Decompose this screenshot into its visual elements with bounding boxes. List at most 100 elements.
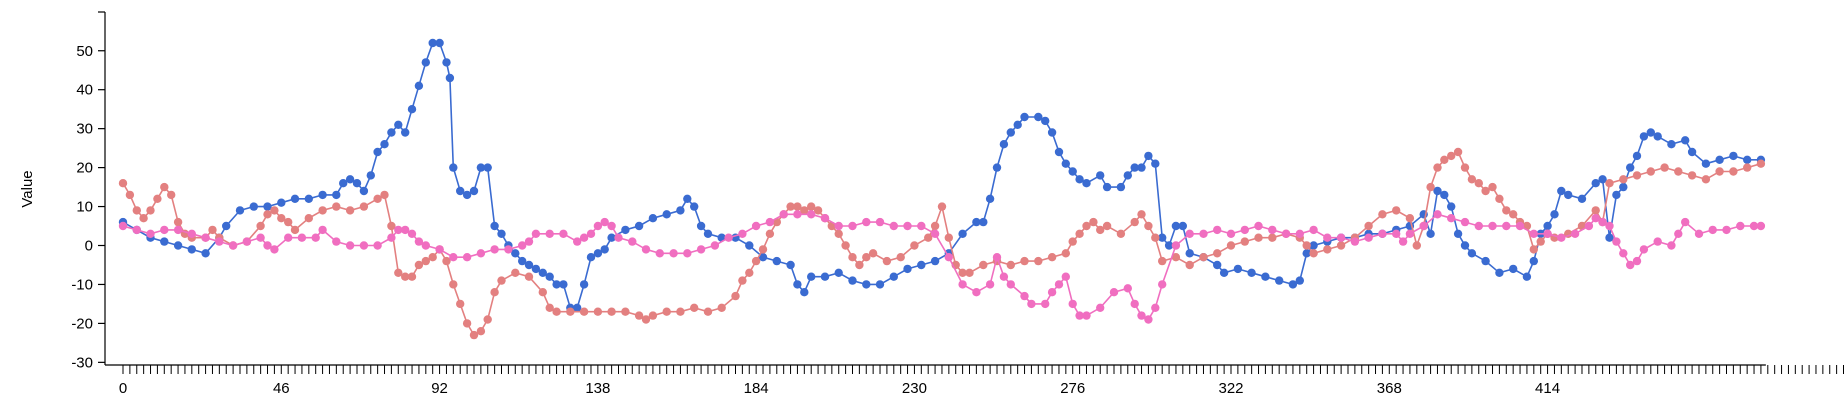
data-point <box>1336 233 1346 242</box>
data-point <box>435 38 444 48</box>
data-point <box>710 241 720 250</box>
data-point <box>676 307 685 316</box>
data-point <box>359 202 369 211</box>
data-point <box>132 206 141 215</box>
data-point <box>1557 186 1566 196</box>
data-point <box>1041 116 1050 126</box>
data-point <box>614 233 623 242</box>
data-point <box>1151 303 1160 312</box>
data-point <box>332 190 341 200</box>
data-point <box>290 194 300 203</box>
data-point <box>1495 268 1504 277</box>
data-point <box>662 307 671 316</box>
data-point <box>1736 221 1745 231</box>
data-point <box>607 233 616 242</box>
data-point <box>1626 163 1635 172</box>
data-point <box>1226 241 1236 250</box>
data-point <box>1419 221 1428 231</box>
data-point <box>992 163 1002 172</box>
data-point <box>469 330 479 340</box>
data-point <box>992 253 1002 262</box>
data-point <box>1275 276 1284 285</box>
data-point <box>937 202 947 211</box>
data-point <box>1199 229 1208 238</box>
data-point <box>1660 163 1669 172</box>
data-point <box>655 249 664 258</box>
data-point <box>545 272 554 281</box>
data-point <box>745 241 754 250</box>
data-point <box>1509 210 1518 219</box>
data-point <box>284 217 293 227</box>
y-tick-label: -20 <box>71 315 93 332</box>
data-point <box>1075 175 1084 184</box>
data-point <box>1096 171 1105 180</box>
data-point <box>160 225 169 235</box>
data-point <box>1268 233 1277 242</box>
data-point <box>1302 241 1311 250</box>
data-point <box>373 147 382 157</box>
data-point <box>387 221 396 231</box>
data-point <box>634 311 644 320</box>
data-point <box>1096 303 1105 312</box>
data-point <box>1612 190 1621 200</box>
data-point <box>1137 311 1146 320</box>
data-point <box>696 221 706 231</box>
data-point <box>1701 159 1711 168</box>
data-point <box>1453 147 1463 157</box>
data-point <box>1123 284 1133 293</box>
data-point <box>1619 175 1628 184</box>
data-point <box>1185 229 1194 238</box>
data-point <box>1116 229 1126 238</box>
data-point <box>1144 151 1153 161</box>
data-point <box>449 253 458 262</box>
data-point <box>456 299 465 309</box>
data-point <box>1743 155 1752 164</box>
y-axis-label: Value <box>19 170 36 207</box>
data-point <box>834 268 843 277</box>
data-point <box>758 245 768 254</box>
data-point <box>414 260 424 270</box>
data-point <box>380 140 389 149</box>
data-point <box>1632 151 1642 161</box>
data-point <box>1426 229 1435 238</box>
data-point <box>1467 175 1477 184</box>
data-point <box>414 81 424 91</box>
data-point <box>958 280 967 289</box>
data-point <box>1082 221 1091 231</box>
data-point <box>1639 245 1649 254</box>
data-point <box>215 237 224 246</box>
data-point <box>1612 237 1621 246</box>
data-point <box>1488 221 1497 231</box>
data-point <box>153 194 162 203</box>
data-point <box>339 179 348 188</box>
data-point <box>930 256 940 266</box>
data-point <box>1646 128 1656 137</box>
data-point <box>1309 249 1318 258</box>
data-point <box>1247 268 1256 277</box>
data-point <box>1543 221 1552 231</box>
data-point <box>1309 225 1318 235</box>
data-point <box>1116 182 1126 192</box>
data-point <box>903 264 912 274</box>
series-3 <box>118 210 1766 324</box>
data-point <box>1687 171 1697 180</box>
data-point <box>1027 299 1036 309</box>
data-point <box>1061 272 1071 281</box>
data-point <box>1378 210 1387 219</box>
data-point <box>848 276 857 285</box>
data-point <box>445 73 455 83</box>
data-point <box>304 214 313 223</box>
data-point <box>552 280 561 289</box>
data-point <box>1584 221 1594 231</box>
data-point <box>1171 253 1181 262</box>
data-point <box>683 249 692 258</box>
data-point <box>1522 272 1532 281</box>
data-point <box>999 140 1009 149</box>
data-point <box>593 249 603 258</box>
data-point <box>1467 249 1477 258</box>
data-point <box>1440 155 1449 164</box>
data-point <box>1295 229 1305 238</box>
data-point <box>834 221 843 231</box>
data-point <box>1364 221 1373 231</box>
x-tick-label: 184 <box>744 380 769 397</box>
